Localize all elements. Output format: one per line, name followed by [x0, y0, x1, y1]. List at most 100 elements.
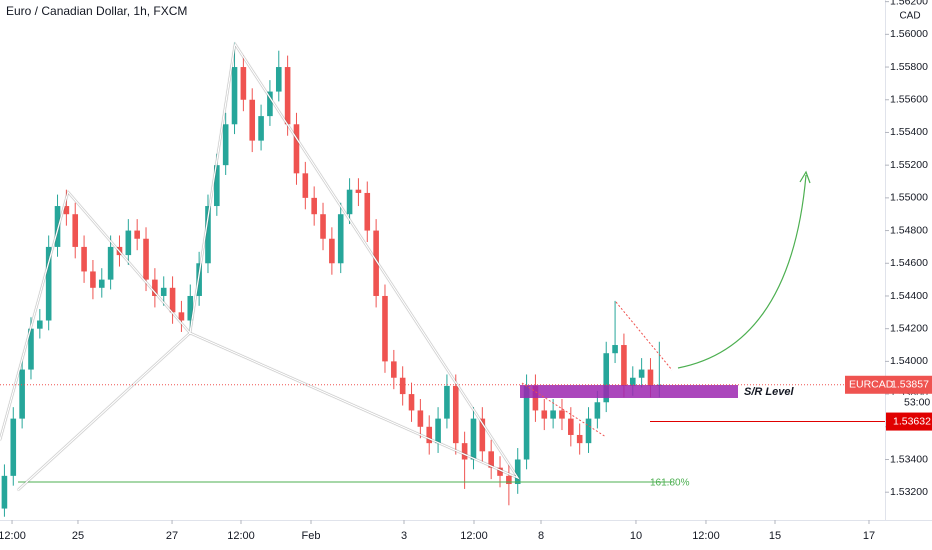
- candle-body: [28, 328, 34, 370]
- candle-body: [214, 165, 220, 207]
- candle-body: [373, 230, 379, 296]
- last-price-box: [845, 375, 932, 394]
- candle-body: [346, 189, 353, 215]
- wedge-lines: [521, 301, 673, 438]
- candle-body: [585, 418, 592, 444]
- candle-body: [479, 418, 486, 452]
- candle-body: [603, 353, 610, 403]
- candle-body: [488, 451, 494, 468]
- candle-body: [594, 402, 601, 419]
- candle-body: [532, 385, 539, 411]
- sr-label: S/R Level: [744, 386, 794, 398]
- candle-body: [196, 263, 202, 296]
- candle-body: [178, 312, 185, 321]
- candle-body: [355, 189, 362, 193]
- candle-body: [391, 361, 397, 378]
- candle-body: [452, 385, 459, 444]
- fib-label: 161.80%: [650, 478, 690, 489]
- candle-body: [559, 410, 565, 419]
- candle-body: [1, 475, 8, 509]
- candle-body: [621, 345, 627, 386]
- x-tick-label: 12:00: [0, 530, 26, 542]
- candle-body: [125, 230, 132, 256]
- candle-body: [435, 418, 441, 444]
- y-tick-label: 1.55600: [890, 94, 928, 106]
- candle-body: [329, 238, 335, 264]
- y-tick-label: 1.56000: [890, 28, 928, 40]
- candle-body: [320, 214, 326, 239]
- arrow-head: [799, 170, 811, 184]
- candle-body: [399, 377, 406, 395]
- candle-body: [576, 434, 583, 444]
- candle-body: [54, 206, 61, 247]
- candle-body: [275, 67, 282, 92]
- candle-body: [506, 475, 512, 485]
- candle-body: [72, 214, 79, 247]
- candle-body: [187, 295, 194, 321]
- sr-zone: [520, 385, 738, 398]
- candle-body: [90, 271, 96, 288]
- x-tick-label: 27: [166, 530, 178, 542]
- countdown-box: [886, 394, 932, 411]
- x-tick-label: 8: [538, 530, 544, 542]
- candle-body: [37, 320, 43, 329]
- trend-line: [521, 382, 607, 438]
- candle-body: [81, 246, 87, 272]
- y-tick-label: 1.55200: [890, 159, 928, 171]
- x-tick-label: 3: [401, 530, 407, 542]
- y-tick-label: 1.55000: [890, 192, 928, 204]
- candle-body: [417, 410, 424, 427]
- candle-body: [45, 246, 52, 321]
- y-tick-label: 1.54600: [890, 257, 928, 269]
- pattern-lines: [0, 42, 520, 491]
- countdown-label: 53:00: [904, 397, 930, 409]
- x-tick-label: 10: [630, 530, 642, 542]
- candle-body: [638, 369, 645, 378]
- candle-body: [293, 124, 300, 174]
- candle-body: [107, 246, 114, 280]
- candle-body: [523, 385, 530, 460]
- candle-body: [152, 279, 158, 296]
- candle-body: [98, 279, 105, 288]
- candle-body: [382, 295, 388, 362]
- x-tick-label: 12:00: [460, 530, 488, 542]
- chart-title: Euro / Canadian Dollar, 1h, FXCM: [6, 4, 187, 18]
- candle-body: [568, 418, 574, 435]
- candle-body: [647, 369, 654, 386]
- currency-label: CAD: [899, 11, 920, 22]
- y-tick-label: 1.56200: [890, 0, 928, 7]
- x-tick-label: Feb: [302, 530, 321, 542]
- y-tick-label: 1.54400: [890, 290, 928, 302]
- candle-body: [258, 116, 264, 141]
- candle-body: [160, 287, 167, 296]
- trend-line: [615, 301, 673, 371]
- symbol-label: EURCAD: [849, 379, 894, 391]
- candle-body: [134, 230, 140, 239]
- candle-body: [249, 99, 256, 141]
- x-tick-label: 12:00: [227, 530, 255, 542]
- x-tick-label: 12:00: [692, 530, 720, 542]
- y-tick-label: 1.53200: [890, 486, 928, 498]
- candle-body: [267, 91, 273, 117]
- candle-body: [461, 443, 468, 460]
- x-tick-label: 15: [769, 530, 781, 542]
- y-tick-label: 1.55800: [890, 61, 928, 73]
- candle-body: [302, 173, 309, 198]
- harmonic-pattern: [0, 42, 520, 491]
- candle-body: [284, 67, 291, 125]
- projection-arrow: [677, 174, 807, 369]
- y-tick-label: 1.54200: [890, 322, 928, 334]
- candle-body: [19, 369, 25, 419]
- candle-body: [205, 206, 211, 264]
- y-tick-label: 1.54800: [890, 224, 928, 236]
- candle-body: [222, 124, 229, 166]
- candle-body: [497, 467, 503, 476]
- alert-price-label: 1.53632: [893, 415, 931, 427]
- candle-body: [629, 377, 636, 386]
- candle-body: [550, 410, 556, 419]
- candle-body: [143, 238, 149, 280]
- candle-body: [311, 197, 317, 215]
